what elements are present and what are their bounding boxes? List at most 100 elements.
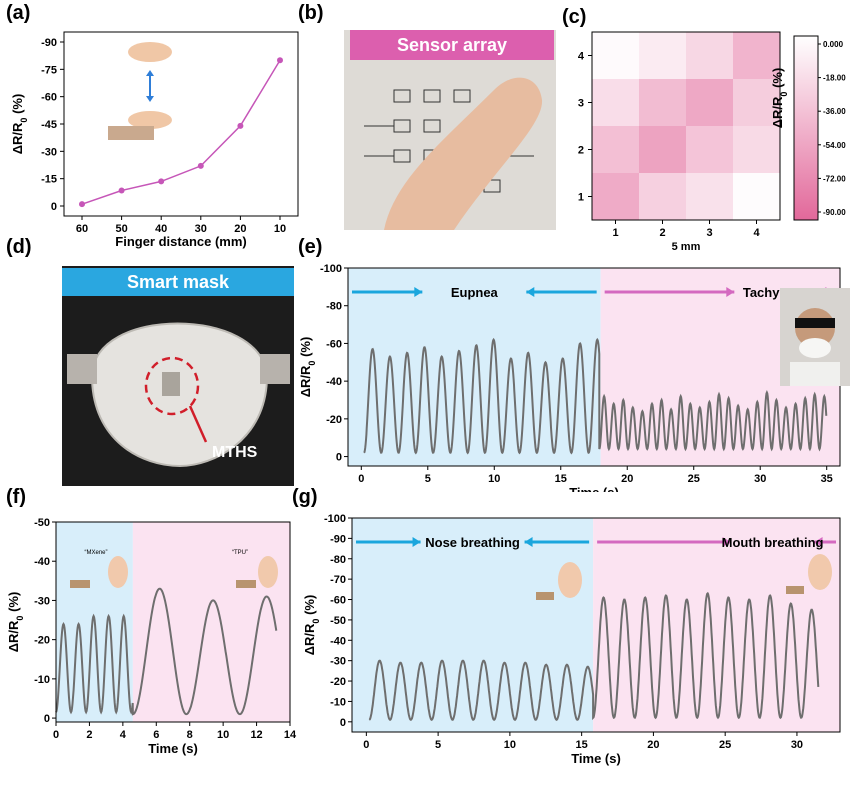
x-axis-label: Finger distance (mm) (115, 234, 246, 249)
heatmap-cell (639, 126, 686, 173)
x-tick-label: 1 (612, 227, 618, 239)
panel-e-label: (e) (298, 236, 323, 258)
sensor-array-drawing (364, 77, 543, 230)
x-tick-label: 8 (187, 729, 193, 741)
series-line (81, 59, 281, 205)
x-tick-label: 6 (153, 729, 159, 741)
heatmap-cell (592, 126, 639, 173)
x-tick-label: 2 (86, 729, 92, 741)
x-tick-label: 10 (504, 739, 516, 751)
panel-b-label: (b) (298, 2, 324, 24)
smart-mask-banner: Smart mask (62, 268, 294, 296)
blue-arrow-left-head (526, 287, 535, 297)
region1-label: Nose breathing (425, 535, 520, 550)
y-axis-label: ΔR/R0 (%) (10, 94, 29, 155)
heatmap-cell (639, 79, 686, 126)
x-tick-label: 5 (435, 739, 441, 751)
y-tick-label: -40 (326, 376, 342, 388)
x-axis-label: Time (s) (569, 485, 619, 492)
y-tick-label: 2 (578, 145, 584, 157)
y-tick-label: 0 (340, 717, 346, 729)
plot-frame-a (63, 31, 299, 217)
x-tick-label: 10 (488, 473, 500, 485)
x-tick-label: 4 (753, 227, 760, 239)
mask-drawing (67, 322, 290, 468)
colorbar-tick-label: -36.00 (823, 107, 846, 116)
heatmap-cell (686, 173, 733, 220)
heatmap-frame (591, 31, 781, 221)
y-tick-label: -30 (330, 656, 346, 668)
y-tick-label: -90 (330, 533, 346, 545)
plot-frame (351, 517, 841, 733)
y-tick-label: -100 (324, 513, 346, 525)
region-pink (132, 522, 290, 722)
hand-illustration (108, 42, 172, 140)
colorbar-tick-label: -18.00 (823, 74, 846, 83)
y-tick-label: 3 (578, 98, 584, 110)
heatmap-cell (733, 173, 780, 220)
data-point (237, 122, 244, 129)
plot-frame (55, 521, 291, 723)
chart-f: 0 -10 -20 -30 -40 -50 0 2 4 6 8 10 12 14 Time (s) ΔR/R0… (6, 517, 297, 756)
x-tick-label: 60 (76, 223, 88, 235)
x-tick-label: 4 (120, 729, 127, 741)
sensor-array-banner: Sensor array (350, 30, 554, 60)
x-tick-label: 2 (659, 227, 665, 239)
heatmap-cell (592, 79, 639, 126)
y-tick-label: -10 (34, 674, 50, 686)
y-tick-label: -20 (326, 414, 342, 426)
data-point (158, 178, 165, 185)
x-tick-label: 25 (719, 739, 731, 751)
y-tick-label: 0 (336, 452, 342, 464)
colorbar-tick-label: 0.000 (823, 40, 844, 49)
y-tick-label: -20 (34, 635, 50, 647)
colorbar (793, 35, 819, 221)
mxene-inset (70, 556, 128, 588)
chart-g: Nose breathing Mouth breathing 0 -10 -20 -30 -… (302, 513, 841, 766)
x-tick-label: 5 (425, 473, 431, 485)
y-tick-label: -50 (330, 615, 346, 627)
y-tick-label: -40 (330, 635, 346, 647)
pink-arrow-right-head (722, 537, 731, 547)
y-tick-label: -10 (330, 696, 346, 708)
chart-c: 4 3 2 1 1 2 3 4 5 mm 0.000 -18.00 -36.00 -54.00 -72.0… (578, 31, 846, 253)
panel-c-label: (c) (562, 6, 587, 28)
y-tick-label: 0 (44, 713, 50, 725)
heatmap-cell (733, 32, 780, 79)
signal-line (55, 587, 278, 716)
data-point (79, 201, 85, 208)
y-tick-label: -90 (41, 37, 57, 49)
y-tick-label: -75 (41, 64, 57, 76)
x-tick-label: 15 (576, 739, 588, 751)
heatmap-cell (592, 173, 639, 220)
colorbar-tick-label: -72.00 (823, 174, 846, 183)
heatmap-cell (592, 32, 639, 79)
heatmap-cell (733, 126, 780, 173)
mxene-inset-label: “MXene” (84, 550, 107, 556)
pink-arrow-left-head (814, 537, 823, 547)
region-blue (352, 518, 594, 732)
face-inset (780, 288, 850, 386)
x-tick-label: 0 (363, 739, 369, 751)
blue-arrow-right-head (414, 287, 423, 297)
colorbar-tick-label: -54.00 (823, 141, 846, 150)
panel-a-label: (a) (6, 2, 31, 24)
x-tick-label: 20 (647, 739, 659, 751)
y-tick-label: -45 (41, 119, 57, 131)
y-tick-label: -60 (41, 92, 57, 104)
region1-label: Eupnea (451, 285, 499, 300)
sensor-array-photo (344, 30, 556, 230)
mouth-breathing-inset (786, 554, 832, 594)
mths-callout: MTHS (212, 444, 258, 461)
x-tick-label: 14 (284, 729, 297, 741)
region2-label: Mouth breathing (722, 535, 824, 550)
heatmap-cell (686, 126, 733, 173)
y-tick-label: -40 (34, 556, 50, 568)
y-tick-label: 4 (578, 51, 585, 63)
tpu-inset-label: “TPU” (232, 550, 248, 556)
panel-g-label: (g) (292, 486, 318, 508)
heatmap-cell (639, 173, 686, 220)
x-tick-label: 10 (217, 729, 229, 741)
y-tick-label: -70 (330, 574, 346, 586)
